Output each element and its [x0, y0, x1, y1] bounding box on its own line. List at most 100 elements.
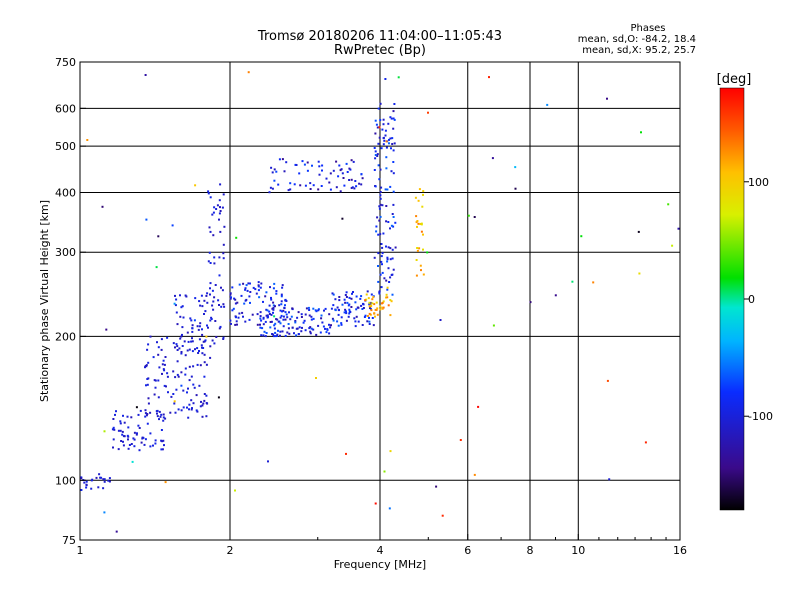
scatter-point: [366, 290, 369, 293]
scatter-point: [162, 368, 165, 371]
scatter-point: [344, 308, 347, 311]
scatter-point: [279, 309, 282, 312]
scatter-point: [258, 296, 261, 299]
scatter-point: [378, 207, 381, 210]
scatter-point: [210, 318, 213, 320]
scatter-point: [222, 336, 225, 339]
scatter-point: [420, 230, 423, 233]
scatter-point: [171, 224, 174, 227]
scatter-point: [155, 410, 158, 413]
scatter-point: [230, 322, 232, 325]
scatter-point: [119, 422, 122, 425]
scatter-point: [146, 413, 149, 415]
scatter-point: [378, 126, 381, 129]
scatter-point: [259, 323, 261, 326]
scatter-point: [156, 415, 159, 418]
scatter-point: [208, 251, 211, 254]
scatter-point: [270, 320, 273, 323]
scatter-point: [377, 142, 380, 145]
scatter-point: [288, 311, 290, 314]
scatter-point: [390, 224, 393, 227]
scatter-point: [275, 334, 278, 337]
scatter-point: [202, 347, 205, 349]
scatter-point: [251, 313, 254, 316]
scatter-point: [196, 347, 199, 350]
scatter-point: [350, 159, 353, 162]
scatter-point: [346, 171, 349, 173]
scatter-point: [343, 184, 346, 187]
scatter-point: [389, 116, 392, 119]
scatter-point: [212, 300, 215, 303]
scatter-point: [351, 186, 354, 189]
scatter-point: [345, 296, 348, 298]
scatter-point: [282, 315, 285, 318]
scatter-point: [218, 218, 220, 221]
scatter-point: [329, 172, 332, 175]
scatter-point: [257, 281, 260, 284]
scatter-point: [379, 119, 382, 121]
scatter-point: [269, 321, 272, 323]
scatter-point: [212, 308, 215, 311]
scatter-point: [358, 182, 361, 185]
scatter-point: [179, 294, 181, 297]
scatter-point: [373, 256, 376, 259]
scatter-point: [198, 325, 201, 328]
scatter-point: [230, 296, 232, 299]
scatter-point: [344, 301, 347, 304]
scatter-point: [103, 511, 106, 514]
scatter-point: [177, 375, 180, 378]
scatter-point: [178, 347, 181, 350]
scatter-point: [389, 450, 392, 453]
scatter-point: [127, 447, 130, 450]
scatter-point: [229, 319, 232, 322]
scatter-point: [157, 346, 160, 349]
scatter-point: [379, 197, 382, 200]
scatter-point: [268, 191, 271, 194]
scatter-point: [296, 316, 299, 319]
scatter-point: [260, 319, 263, 322]
scatter-point: [238, 283, 241, 286]
scatter-point: [290, 315, 293, 318]
scatter-point: [390, 170, 393, 173]
scatter-point: [386, 188, 389, 191]
scatter-point: [299, 184, 302, 187]
scatter-point: [153, 379, 156, 382]
scatter-point: [336, 306, 339, 309]
scatter-point: [385, 205, 388, 207]
scatter-point: [199, 405, 202, 408]
scatter-point: [266, 316, 269, 319]
scatter-point: [203, 393, 206, 395]
scatter-point: [221, 206, 224, 209]
scatter-point: [387, 122, 390, 125]
scatter-point: [182, 316, 185, 319]
scatter-point: [384, 129, 387, 132]
scatter-point: [139, 409, 142, 412]
scatter-point: [180, 351, 183, 353]
scatter-point: [152, 444, 154, 447]
scatter-point: [263, 330, 266, 333]
scatter-point: [302, 321, 305, 324]
scatter-point: [382, 306, 385, 309]
scatter-point: [194, 184, 197, 187]
scatter-point: [85, 486, 88, 489]
scatter-point: [283, 170, 286, 173]
scatter-point: [188, 365, 191, 368]
scatter-point: [259, 317, 262, 320]
scatter-point: [368, 316, 370, 319]
scatter-point: [195, 409, 198, 412]
scatter-point: [320, 317, 323, 320]
scatter-point: [235, 236, 238, 239]
scatter-point: [146, 383, 149, 386]
scatter-point: [112, 438, 115, 441]
scatter-point: [384, 134, 387, 137]
scatter-point: [341, 172, 344, 175]
scatter-point: [274, 305, 276, 308]
scatter-point: [340, 316, 343, 319]
scatter-point: [135, 406, 138, 409]
scatter-point: [285, 161, 288, 164]
scatter-point: [372, 296, 375, 299]
scatter-point: [284, 304, 286, 307]
scatter-point: [363, 316, 366, 318]
plot-area: 1 2 4 6 8 10 16 75 100 200 300 400 500 600 750: [55, 56, 687, 557]
scatter-point: [366, 315, 369, 317]
